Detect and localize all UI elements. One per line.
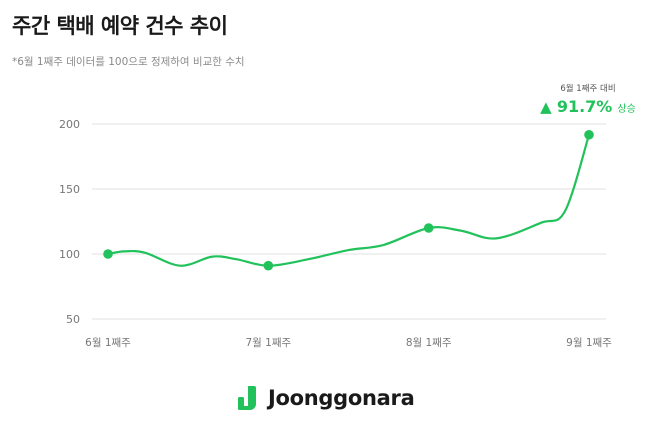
callout-caption: 6월 1째주 대비 — [560, 84, 616, 94]
x-tick-label: 9월 1째주 — [566, 337, 612, 349]
data-point — [584, 129, 594, 140]
data-point — [263, 260, 274, 271]
growth-callout: 6월 1째주 대비 ▲ 91.7% 상승 — [538, 82, 638, 116]
brand-logo: Joonggonara — [238, 386, 415, 410]
x-tick-label: 8월 1째주 — [406, 337, 452, 349]
callout-label: 상승 — [617, 104, 636, 115]
y-tick-label: 50 — [66, 313, 80, 326]
data-markers — [103, 129, 594, 271]
x-tick-label: 6월 1째주 — [85, 337, 131, 349]
line-chart: 200 150 100 50 6월 1째주 7월 1째주 8월 1째주 9월 1째주 — [59, 118, 612, 349]
x-tick-label: 7월 1째주 — [245, 337, 291, 349]
data-point — [103, 249, 113, 259]
x-axis-labels: 6월 1째주 7월 1째주 8월 1째주 9월 1째주 — [85, 337, 612, 349]
data-point — [423, 223, 434, 233]
y-axis-labels: 200 150 100 50 — [59, 118, 80, 326]
y-tick-label: 200 — [59, 118, 80, 131]
grid-lines — [92, 123, 606, 320]
callout-value: 91.7% — [556, 97, 613, 116]
chart-subtitle: *6월 1째주 데이터를 100으로 정제하여 비교한 수치 — [12, 56, 245, 68]
joonggonara-logo-icon — [238, 386, 256, 410]
up-arrow-icon: ▲ — [540, 98, 552, 116]
y-tick-label: 150 — [59, 183, 80, 196]
brand-name: Joonggonara — [268, 386, 415, 410]
series-line — [106, 133, 591, 267]
y-tick-label: 100 — [59, 248, 80, 261]
chart-title: 주간 택배 예약 건수 추이 — [12, 14, 228, 38]
